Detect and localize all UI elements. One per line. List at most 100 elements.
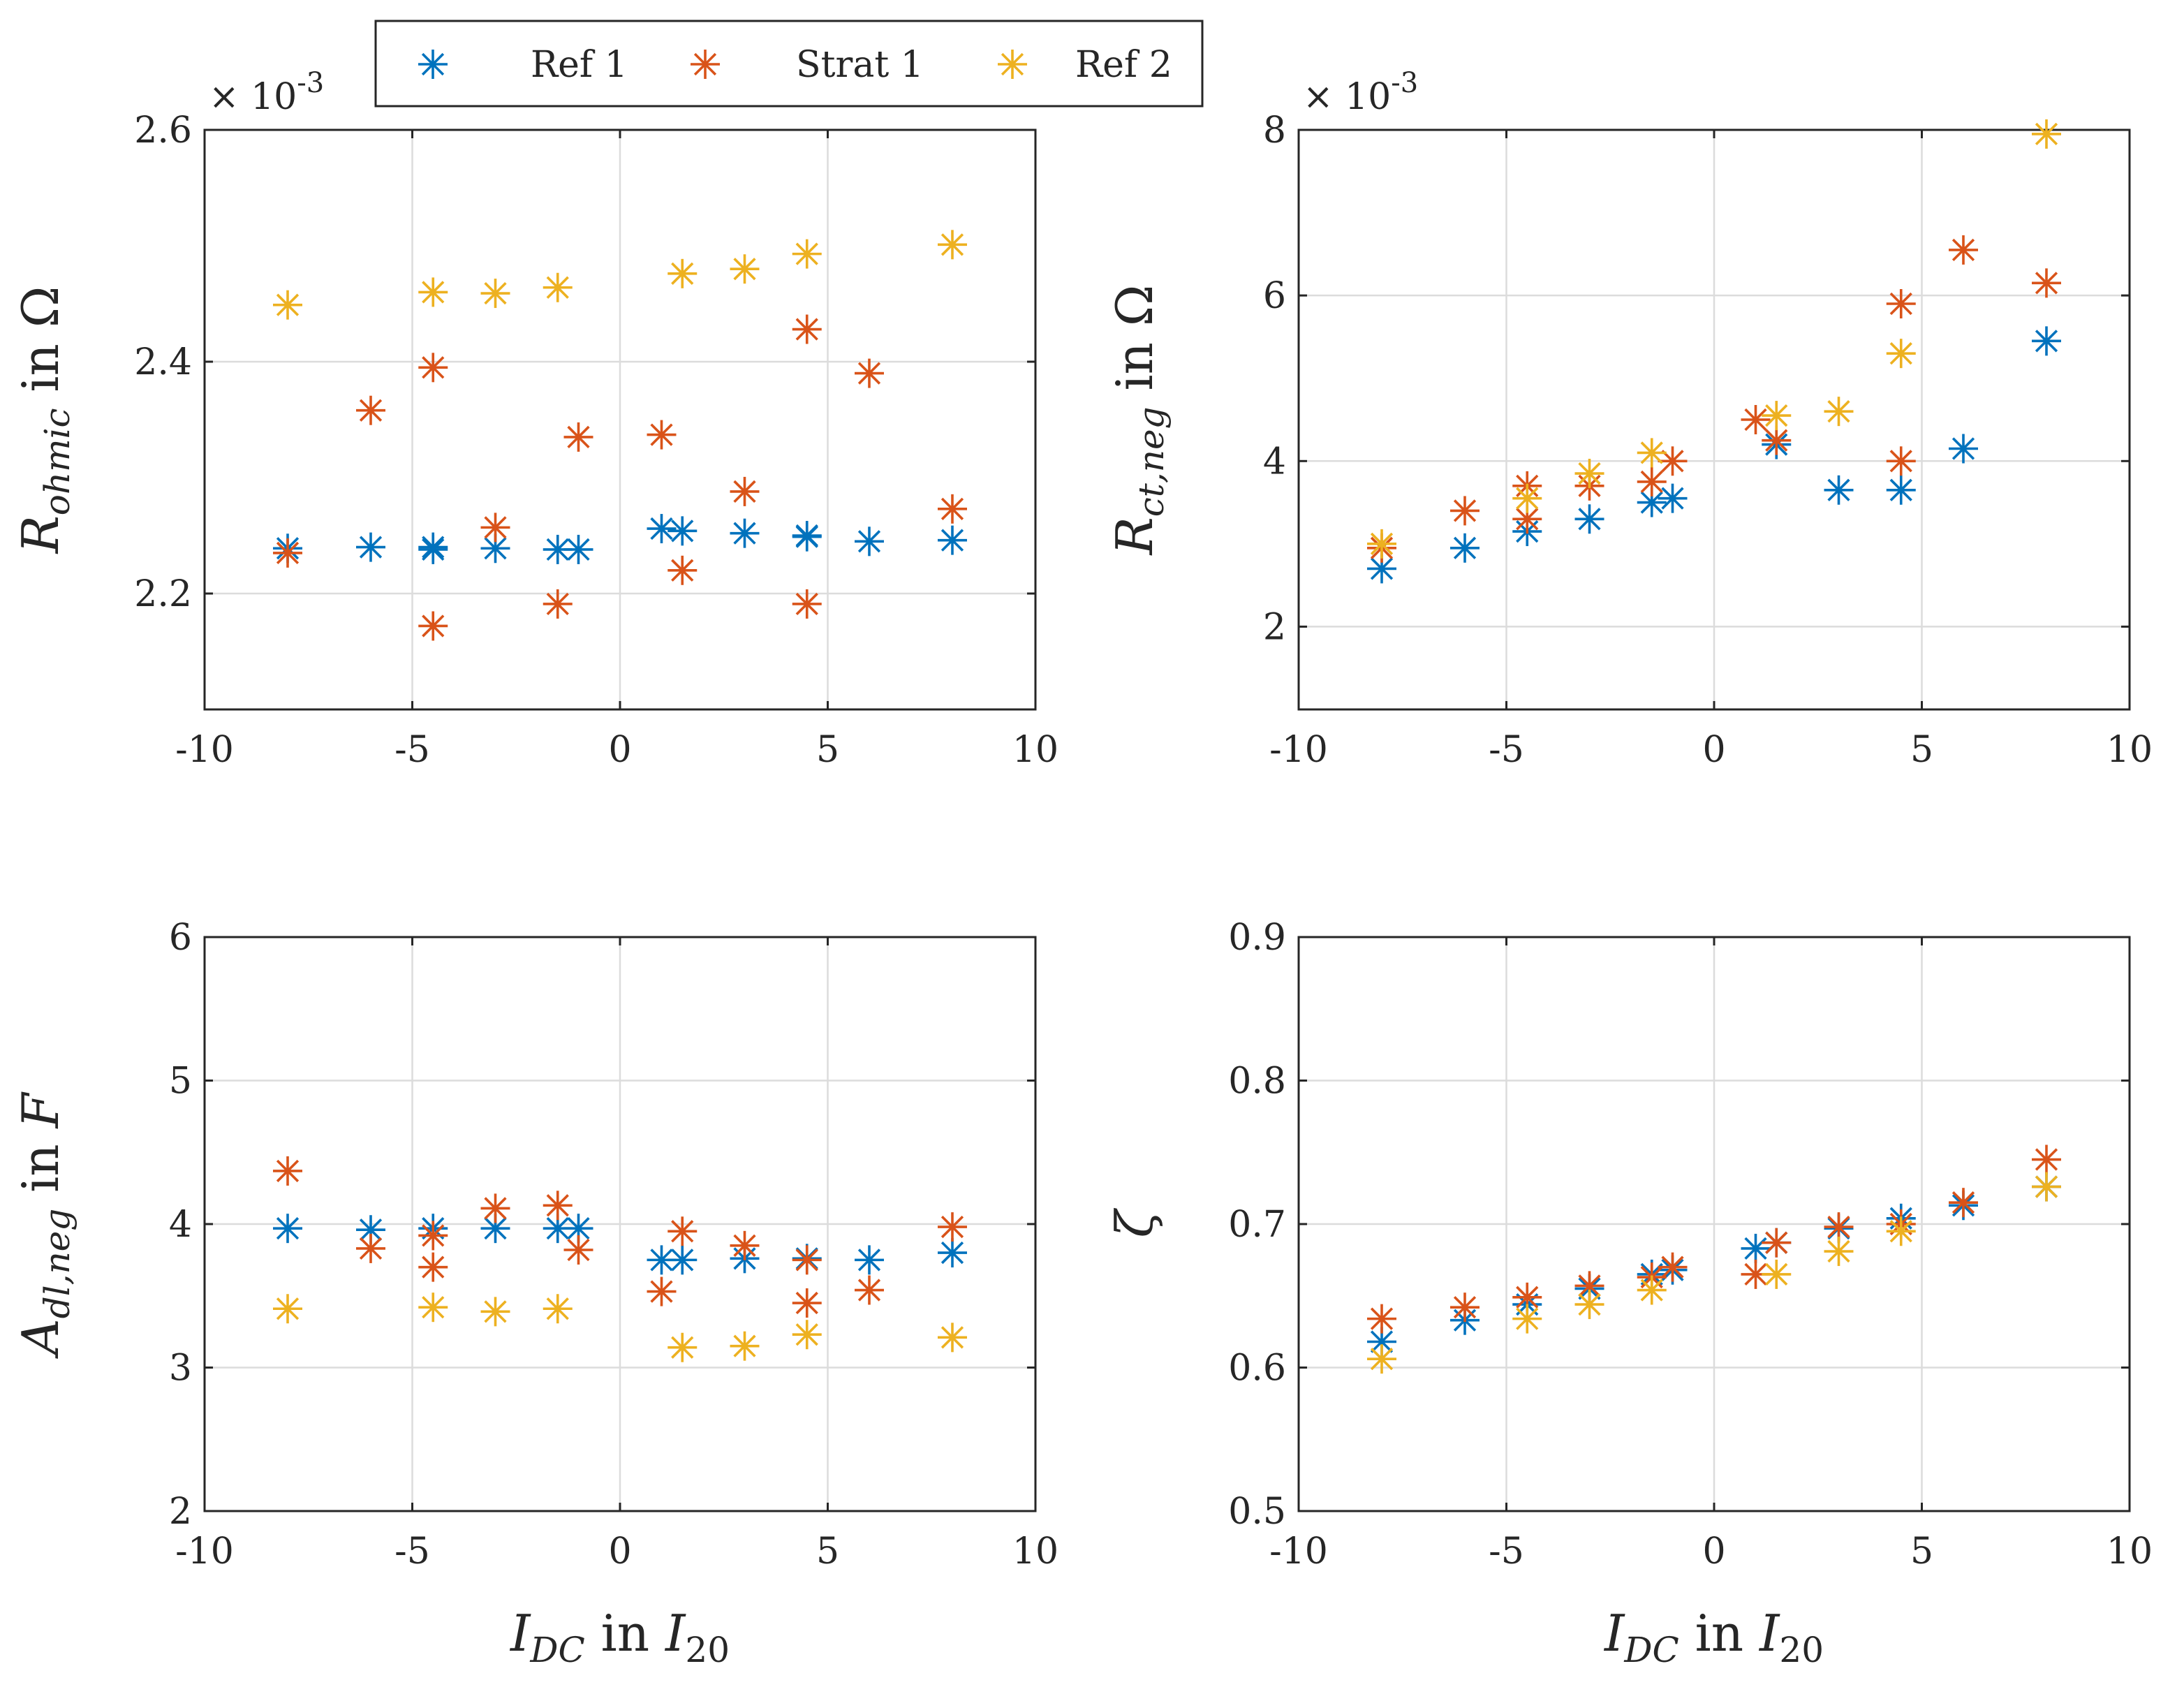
data-point [273, 538, 302, 568]
gridlines [205, 130, 1035, 709]
x-axis-label: IDC in I20 [1603, 1604, 1824, 1670]
data-point [1658, 1252, 1688, 1282]
data-point [1762, 1259, 1792, 1289]
gridlines [1299, 130, 2130, 709]
x-tick-label: -5 [394, 1531, 430, 1573]
data-point [543, 1191, 573, 1221]
x-axis-label: IDC in I20 [509, 1604, 730, 1670]
data-point [855, 1275, 884, 1305]
data-point [667, 1216, 698, 1246]
x-tick-label: -5 [1489, 1531, 1524, 1573]
data-point [1886, 446, 1916, 476]
y-tick-label: 0.6 [1228, 1348, 1286, 1390]
y-tick-label: 0.5 [1228, 1491, 1286, 1533]
y-tick-label: 2 [169, 1491, 192, 1533]
panel-ohmic-resistance: -10 -5 0 5 10 2.2 2.4 2.6 × 10-3 Rohmic in Ω [11, 67, 1058, 771]
data-point [667, 1332, 698, 1362]
data-point [2032, 119, 2061, 149]
y-tick-label: 2.2 [134, 573, 192, 615]
y-axis-label: ζ [1105, 1208, 1164, 1238]
data-point [1658, 446, 1688, 476]
data-point [667, 555, 698, 585]
data-point [1886, 475, 1916, 505]
legend-entry-strat-1: Strat 1 [691, 44, 924, 86]
data-point [356, 1233, 385, 1263]
x-tick-label: 10 [1012, 1531, 1058, 1573]
data-point [1450, 496, 1480, 526]
y-tick-label: 0.8 [1228, 1061, 1286, 1103]
data-point [1741, 1233, 1771, 1263]
data-point [480, 533, 510, 564]
data-point [480, 1214, 510, 1244]
data-point [1637, 438, 1667, 468]
y-tick-label: 0.9 [1228, 917, 1286, 959]
y-tick-label: 4 [169, 1204, 192, 1246]
x-tick-label: -10 [1269, 1531, 1328, 1573]
data-point [938, 1323, 967, 1353]
legend-marker [998, 50, 1027, 79]
x-tick-label: 5 [816, 729, 839, 771]
x-tick-label: -10 [175, 729, 234, 771]
data-point [792, 1320, 822, 1350]
data-point [480, 1193, 510, 1223]
data-point [647, 1245, 677, 1275]
data-point [1450, 533, 1480, 563]
data-point [1886, 1216, 1916, 1246]
data-point [1949, 235, 1978, 265]
legend-marker [691, 50, 720, 79]
data-point [792, 314, 822, 344]
data-point [1658, 483, 1688, 513]
data-point [1512, 483, 1542, 513]
data-point [418, 534, 448, 564]
data-point [730, 254, 760, 284]
y-tick-label: 2.6 [134, 110, 192, 152]
data-point [418, 277, 448, 307]
data-point [273, 1214, 302, 1244]
data-point [1512, 504, 1542, 534]
data-point [1512, 1304, 1542, 1334]
series-strat-1 [273, 314, 967, 641]
y-tick-label: 3 [169, 1348, 192, 1390]
x-tick-label: 10 [2106, 729, 2153, 771]
data-point [730, 1230, 760, 1260]
data-point [543, 589, 573, 619]
data-point [855, 1245, 884, 1275]
series-ref-1 [273, 514, 967, 564]
data-point [1824, 475, 1854, 505]
data-point [356, 395, 385, 425]
y-tick-label: 2 [1263, 606, 1286, 648]
data-point [2032, 1172, 2061, 1202]
legend-box [374, 20, 1204, 108]
data-point [1762, 401, 1792, 431]
x-tick-label: -10 [175, 1531, 234, 1573]
series-ref-2 [273, 1292, 967, 1362]
data-point [855, 526, 884, 557]
data-point [1886, 289, 1916, 318]
data-point [647, 1276, 677, 1306]
data-point [1824, 397, 1854, 427]
series-ref-2 [1367, 119, 2061, 559]
data-point [938, 525, 967, 555]
series-ref-2 [1367, 1172, 2061, 1374]
gridlines [1299, 937, 2130, 1511]
data-point [1949, 434, 1978, 464]
series-strat-1 [273, 1156, 967, 1318]
data-point [273, 290, 302, 320]
data-point [1574, 1271, 1604, 1301]
data-point [667, 516, 698, 546]
data-point [1762, 425, 1792, 455]
data-point [1637, 1275, 1667, 1305]
data-point [730, 476, 760, 506]
x-tick-label: 5 [1910, 729, 1933, 771]
x-tick-label: -10 [1269, 729, 1328, 771]
data-point [2032, 1144, 2061, 1174]
data-point [1637, 466, 1667, 496]
y-tick-label: 5 [169, 1061, 192, 1103]
y-tick-label: 4 [1263, 441, 1286, 483]
gridlines [205, 937, 1035, 1511]
data-point [938, 230, 967, 260]
legend-marker [418, 50, 448, 79]
data-point [667, 258, 698, 288]
data-point [792, 1245, 822, 1275]
